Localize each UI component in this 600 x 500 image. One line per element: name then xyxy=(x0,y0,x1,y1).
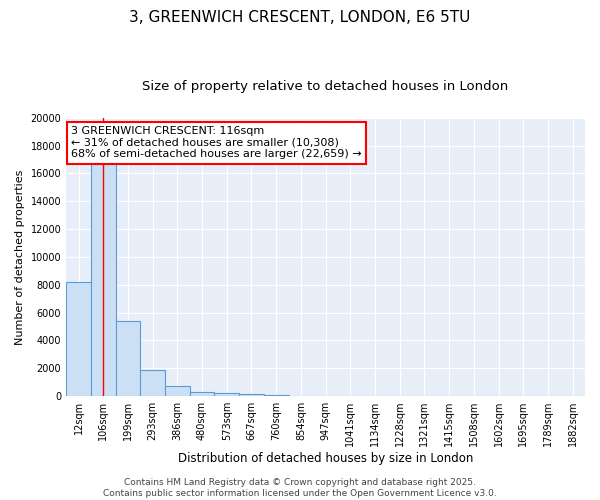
Y-axis label: Number of detached properties: Number of detached properties xyxy=(15,169,25,344)
Title: Size of property relative to detached houses in London: Size of property relative to detached ho… xyxy=(142,80,509,93)
Bar xyxy=(190,392,214,396)
Bar xyxy=(116,321,140,396)
Bar xyxy=(165,386,190,396)
X-axis label: Distribution of detached houses by size in London: Distribution of detached houses by size … xyxy=(178,452,473,465)
Text: Contains HM Land Registry data © Crown copyright and database right 2025.
Contai: Contains HM Land Registry data © Crown c… xyxy=(103,478,497,498)
Bar xyxy=(140,370,165,396)
Text: 3, GREENWICH CRESCENT, LONDON, E6 5TU: 3, GREENWICH CRESCENT, LONDON, E6 5TU xyxy=(130,10,470,25)
Bar xyxy=(264,394,289,396)
Bar xyxy=(214,394,239,396)
Text: 3 GREENWICH CRESCENT: 116sqm
← 31% of detached houses are smaller (10,308)
68% o: 3 GREENWICH CRESCENT: 116sqm ← 31% of de… xyxy=(71,126,362,160)
Bar xyxy=(66,282,91,396)
Bar xyxy=(91,164,116,396)
Bar xyxy=(239,394,264,396)
